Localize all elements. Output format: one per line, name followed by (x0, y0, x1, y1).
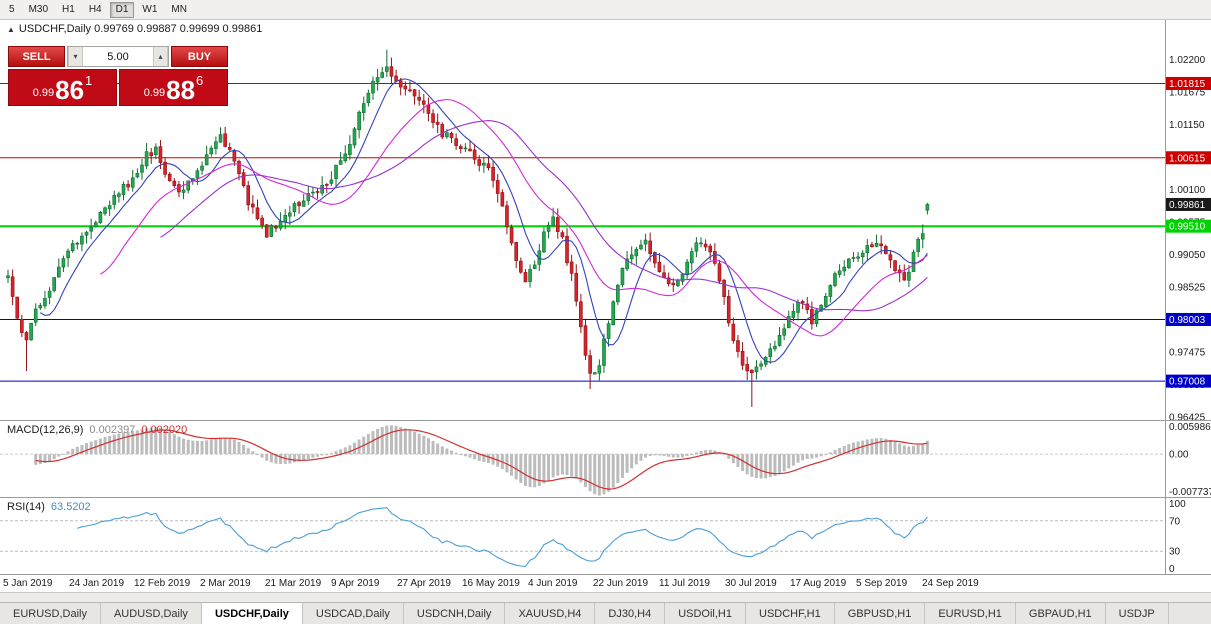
svg-text:1.00615: 1.00615 (1169, 153, 1206, 164)
macd-layer (34, 425, 929, 496)
svg-text:0.98003: 0.98003 (1169, 315, 1206, 326)
trade-panel-controls: SELL ▾ 5.00 ▴ BUY (8, 46, 228, 67)
buy-price-prefix: 0.99 (143, 87, 166, 99)
triangle-down-icon: ▾ (73, 51, 78, 61)
buy-price-point: 6 (196, 73, 204, 88)
rsi-name: RSI(14) (7, 501, 45, 513)
buy-button[interactable]: BUY (171, 46, 228, 67)
x-axis-label: 21 Mar 2019 (265, 578, 322, 589)
price-axis: 1.022001.016751.011501.006251.001000.995… (1166, 55, 1211, 575)
chart-tab-usdcad-daily[interactable]: USDCAD,Daily (302, 603, 404, 624)
trade-panel-prices: 0.99 86 1 0.99 88 6 (8, 69, 228, 106)
time-axis: 5 Jan 2019 24 Jan 2019 12 Feb 2019 2 Mar 20… (0, 576, 1165, 592)
symbol-ohlc-text: USDCHF,Daily 0.99769 0.99887 0.99699 0.9… (18, 23, 263, 35)
timeframe-button-d1[interactable]: D1 (109, 1, 135, 18)
svg-text:0: 0 (1169, 564, 1175, 575)
sell-button[interactable]: SELL (8, 46, 65, 67)
chart-tab-usdchf-daily[interactable]: USDCHF,Daily (201, 603, 303, 624)
buy-price-pips: 88 (166, 75, 196, 105)
svg-text:0.99861: 0.99861 (1169, 200, 1206, 211)
chart-canvas: 1.022001.016751.011501.006251.001000.995… (0, 20, 1211, 575)
sell-price-display[interactable]: 0.99 86 1 (8, 69, 117, 106)
chart-tab-usdjp[interactable]: USDJP (1105, 603, 1169, 624)
chart-tab-usdoil-h1[interactable]: USDOil,H1 (665, 603, 746, 624)
x-axis-label: 9 Apr 2019 (331, 578, 380, 589)
x-axis-label: 11 Jul 2019 (659, 578, 710, 589)
timeframe-button-mn[interactable]: MN (165, 1, 193, 18)
timeframe-button-w1[interactable]: W1 (136, 1, 164, 18)
x-axis-label: 12 Feb 2019 (134, 578, 191, 589)
x-axis-label: 2 Mar 2019 (200, 578, 251, 589)
volume-input[interactable]: 5.00 (107, 50, 129, 63)
volume-field: ▾ 5.00 ▴ (67, 46, 169, 67)
triangle-up-icon: ▴ (158, 51, 163, 61)
macd-label: MACD(12,26,9) 0.002397 0.002020 (7, 424, 187, 436)
moving-averages-layer (40, 78, 928, 363)
x-axis-label: 5 Sep 2019 (856, 578, 908, 589)
svg-text:1.00100: 1.00100 (1169, 185, 1206, 196)
macd-name: MACD(12,26,9) (7, 424, 84, 436)
x-axis-label: 24 Jan 2019 (69, 578, 125, 589)
timeframe-button-m30[interactable]: M30 (22, 1, 55, 18)
svg-text:1.01675: 1.01675 (1169, 88, 1206, 99)
chart-tab-usdcnh-daily[interactable]: USDCNH,Daily (403, 603, 506, 624)
chart-tab-eurusd-h1[interactable]: EURUSD,H1 (925, 603, 1016, 624)
chart-bottom-strip (0, 592, 1211, 602)
volume-increase-button[interactable]: ▴ (153, 47, 168, 66)
x-axis-label: 30 Jul 2019 (725, 578, 777, 589)
svg-text:70: 70 (1169, 516, 1181, 527)
svg-text:0.99510: 0.99510 (1169, 222, 1206, 233)
svg-text:0.005986: 0.005986 (1169, 422, 1211, 433)
chart-tabs-bar: EURUSD,Daily AUDUSD,Daily USDCHF,Daily USDC… (0, 602, 1211, 624)
sell-price-pips: 86 (55, 75, 85, 105)
svg-text:0.97008: 0.97008 (1169, 377, 1206, 388)
timeframe-button-h4[interactable]: H4 (82, 1, 108, 18)
symbol-ohlc-label: ▲ USDCHF,Daily 0.99769 0.99887 0.99699 0… (7, 23, 262, 35)
chart-tab-gbpaud-h1[interactable]: GBPAUD,H1 (1015, 603, 1106, 624)
x-axis-label: 4 Jun 2019 (528, 578, 578, 589)
svg-text:0.97475: 0.97475 (1169, 348, 1206, 359)
volume-decrease-button[interactable]: ▾ (68, 47, 83, 66)
macd-value-signal: 0.002020 (141, 424, 188, 436)
chart-tab-gbpusd-h1[interactable]: GBPUSD,H1 (834, 603, 926, 624)
timeframe-button-h1[interactable]: H1 (56, 1, 81, 18)
x-axis-label: 27 Apr 2019 (397, 578, 451, 589)
svg-text:1.02200: 1.02200 (1169, 55, 1206, 66)
chart-tab-eurusd-daily[interactable]: EURUSD,Daily (0, 603, 101, 624)
buy-price-display[interactable]: 0.99 88 6 (119, 69, 228, 106)
sell-price-prefix: 0.99 (32, 87, 55, 99)
x-axis-label: 5 Jan 2019 (3, 578, 53, 589)
rsi-line (77, 507, 928, 568)
chart-tab-xauusd-h4[interactable]: XAUUSD,H4 (505, 603, 596, 624)
chart-area[interactable]: 1.022001.016751.011501.006251.001000.995… (0, 20, 1211, 592)
x-axis-label: 24 Sep 2019 (922, 578, 979, 589)
timeframe-button-5[interactable]: 5 (3, 1, 21, 18)
sell-price-point: 1 (85, 73, 93, 88)
svg-text:-0.007737: -0.007737 (1169, 487, 1211, 498)
rsi-value: 63.5202 (50, 501, 91, 513)
svg-text:1.01150: 1.01150 (1169, 120, 1205, 131)
one-click-trading-panel: SELL ▾ 5.00 ▴ BUY 0.99 86 1 0.99 88 6 (8, 46, 228, 106)
x-axis-label: 17 Aug 2019 (790, 578, 847, 589)
rsi-label: RSI(14) 63.5202 (7, 501, 91, 513)
svg-text:0.96425: 0.96425 (1169, 413, 1206, 424)
horizontal-level-lines (0, 82, 1165, 382)
macd-value-main: 0.002397 (89, 424, 136, 436)
svg-text:0.99050: 0.99050 (1169, 250, 1206, 261)
symbol-direction-icon: ▲ (7, 24, 15, 34)
svg-text:0.00: 0.00 (1169, 450, 1189, 461)
svg-text:30: 30 (1169, 547, 1181, 558)
chart-tab-usdchf-h1[interactable]: USDCHF,H1 (746, 603, 835, 624)
svg-text:100: 100 (1169, 499, 1186, 510)
svg-text:0.98525: 0.98525 (1169, 283, 1206, 294)
chart-tab-audusd-daily[interactable]: AUDUSD,Daily (100, 603, 202, 624)
svg-text:1.01815: 1.01815 (1169, 79, 1206, 90)
timeframe-toolbar: 5 M30 H1 H4 D1 W1 MN (0, 0, 1211, 20)
x-axis-label: 22 Jun 2019 (593, 578, 649, 589)
x-axis-label: 16 May 2019 (462, 578, 520, 589)
chart-tab-dj30-h4[interactable]: DJ30,H4 (595, 603, 666, 624)
